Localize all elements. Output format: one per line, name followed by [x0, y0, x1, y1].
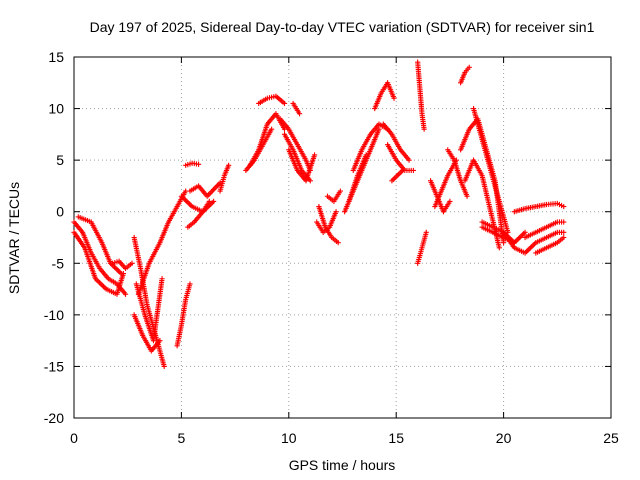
- y-tick-label: -5: [52, 255, 65, 271]
- y-axis-label: SDTVAR / TECUs: [6, 182, 22, 294]
- data-point: [296, 111, 303, 117]
- data-point: [226, 162, 232, 168]
- y-tick-label: -10: [44, 307, 64, 323]
- data-point: [464, 193, 470, 199]
- y-tick-label: 10: [48, 101, 64, 117]
- data-point: [511, 240, 517, 246]
- data-point: [561, 234, 567, 241]
- data-point: [337, 188, 343, 194]
- data-point: [281, 100, 288, 107]
- data-points: [71, 59, 567, 370]
- data-point: [561, 219, 567, 225]
- y-tick-label: -15: [44, 358, 64, 374]
- data-point: [447, 198, 453, 204]
- data-point: [410, 167, 416, 174]
- x-tick-label: 0: [70, 430, 78, 446]
- x-tick-label: 10: [281, 430, 297, 446]
- axis-ticks: 0 5 10 15 20 25 -20 -15 -10 -5 0 5 10 15: [44, 49, 619, 446]
- data-point: [335, 240, 341, 246]
- y-tick-label: 15: [48, 49, 64, 65]
- data-point: [206, 198, 212, 204]
- data-point: [496, 245, 502, 251]
- x-tick-label: 25: [603, 430, 619, 446]
- data-point: [406, 157, 412, 163]
- data-point: [118, 271, 124, 277]
- data-point: [400, 167, 406, 174]
- data-point: [195, 161, 202, 167]
- data-point: [423, 229, 429, 235]
- data-point: [333, 209, 339, 215]
- data-point: [391, 95, 397, 101]
- data-point: [269, 126, 275, 132]
- x-axis-label: GPS time / hours: [289, 457, 396, 473]
- data-point: [159, 276, 165, 282]
- data-point: [561, 229, 567, 235]
- data-point: [157, 338, 163, 344]
- data-point: [187, 281, 193, 287]
- data-point: [561, 203, 567, 210]
- x-tick-label: 15: [388, 430, 404, 446]
- data-point: [522, 229, 528, 235]
- x-tick-label: 5: [178, 430, 186, 446]
- data-point: [421, 126, 427, 132]
- chart-title: Day 197 of 2025, Sidereal Day-to-day VTE…: [90, 19, 595, 35]
- data-point: [311, 152, 318, 158]
- data-point: [466, 64, 472, 70]
- data-point: [122, 291, 129, 297]
- data-point: [501, 240, 507, 246]
- plot-frame: [73, 56, 612, 419]
- data-point: [161, 363, 167, 370]
- y-tick-label: -20: [44, 410, 64, 426]
- data-point: [129, 260, 135, 266]
- data-point: [363, 152, 369, 158]
- y-tick-label: 0: [56, 204, 64, 220]
- y-tick-label: 5: [56, 152, 64, 168]
- x-tick-label: 20: [496, 430, 512, 446]
